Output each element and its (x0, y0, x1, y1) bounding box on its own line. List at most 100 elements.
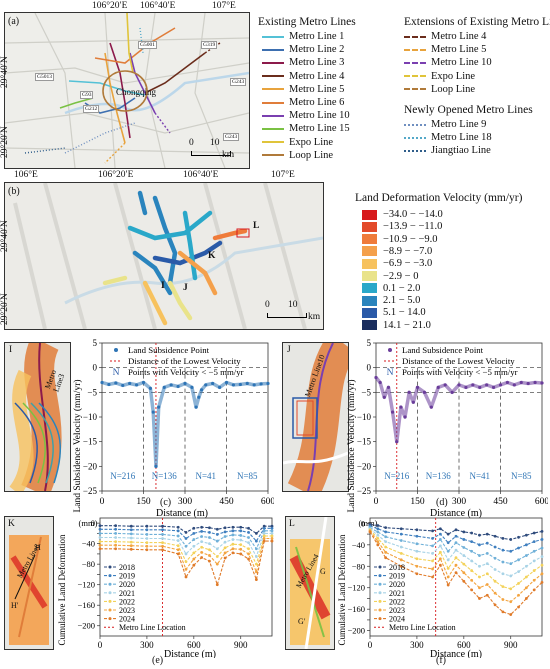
series-point (254, 578, 258, 581)
series-point (462, 571, 466, 575)
series-point (98, 547, 102, 551)
series-point (239, 552, 243, 556)
chart-d-xlabel: Distance (m) (430, 508, 482, 519)
legend-item: Metro Line 10 (262, 110, 350, 121)
y-tick-label: −80 (82, 559, 95, 569)
legend-item: Metro Line 3 (262, 57, 344, 68)
map-a-top-tick: 106°20′E (92, 1, 128, 11)
series-point (215, 555, 219, 558)
series-point (247, 536, 250, 539)
series-point (239, 529, 243, 533)
x-tick-label: 0 (374, 497, 379, 507)
series-point (446, 567, 450, 570)
series-point (208, 559, 211, 563)
velocity-class: −34.0 − −14.0 (362, 209, 443, 220)
subsidence-point (194, 405, 198, 409)
inset-label-i: I (9, 345, 13, 355)
velocity-class: −2.9 − 0 (362, 271, 418, 282)
velocity-range-label: −10.9 − −9.0 (383, 233, 438, 245)
legend-marker: N (113, 368, 120, 378)
series-point (415, 534, 419, 538)
series-point (501, 536, 505, 540)
legend-label: Expo Line (289, 136, 334, 148)
velocity-range-label: −2.9 − 0 (383, 270, 419, 282)
y-tick-label: −200 (77, 621, 95, 631)
series-point (470, 578, 474, 582)
map-a-top-tick: 107°E (212, 1, 236, 11)
series-point (454, 528, 458, 532)
legend-label: Distance of the Lowest Velocity (128, 356, 241, 366)
legend-label: Metro Line 3 (289, 57, 345, 69)
legend-line-swatch (262, 48, 284, 51)
series-point (231, 542, 235, 546)
subsidence-point (436, 385, 440, 389)
segment-count: N=85 (511, 471, 532, 481)
series-point (478, 564, 481, 568)
series-point (446, 575, 450, 579)
legend-line-swatch (404, 123, 426, 126)
series-point (114, 540, 118, 543)
subsidence-point (422, 390, 427, 394)
series-point (247, 526, 250, 530)
legend-label: Metro Line 1 (289, 31, 345, 42)
chart-f-unit: (mm) (359, 518, 378, 528)
legend-dot (108, 565, 112, 569)
legend-label: Loop Line (431, 83, 476, 95)
series-point (208, 542, 211, 546)
road-shield: G243 (230, 78, 247, 86)
series-point (223, 535, 227, 538)
x-tick-label: 300 (410, 640, 424, 650)
subsidence-point (128, 381, 132, 386)
series-point (376, 536, 380, 540)
series-point (184, 575, 188, 579)
series-point (184, 552, 188, 556)
series-point (454, 534, 458, 538)
series-point (493, 534, 497, 538)
legend-dot (378, 565, 382, 569)
series-point (438, 532, 442, 536)
map-a-left-tick: 29°20′N (0, 126, 10, 158)
series-point (501, 585, 505, 589)
legend-label: Metro Line 5 (289, 83, 345, 95)
subsidence-point (259, 382, 263, 386)
velocity-class: 0.1 − 2.0 (362, 283, 420, 294)
chart-c: Land Subsidence Velocity (mm/yr) Distanc… (72, 338, 274, 519)
series-point (524, 564, 528, 568)
series-point (192, 526, 196, 530)
legend-new-title: Newly Opened Metro Lines (404, 104, 533, 116)
y-tick-label: −40 (82, 539, 95, 549)
series-point (254, 547, 258, 551)
subsidence-point (478, 385, 482, 389)
series-point (399, 545, 403, 549)
series-point (239, 538, 243, 542)
subsidence-point (190, 385, 194, 389)
series-point (98, 527, 102, 531)
chart-d: Land Subsidence Velocity (mm/yr) Distanc… (346, 338, 548, 519)
series-point (462, 538, 466, 541)
series-point (231, 525, 235, 529)
profile-start: G (320, 567, 326, 576)
series-point (161, 544, 164, 548)
series-point (454, 541, 458, 545)
series-line-2018 (100, 525, 272, 535)
legend-item: Metro Line 9 (404, 119, 486, 130)
legend-year: 2022 (119, 597, 135, 606)
series-point (540, 530, 544, 533)
legend-year: 2020 (389, 580, 405, 589)
x-tick-label: 150 (410, 497, 425, 507)
legend-label: Metro Line 6 (289, 97, 345, 108)
series-point (454, 548, 458, 552)
series-point (540, 555, 544, 559)
series-point (129, 540, 133, 544)
color-swatch (362, 209, 377, 220)
series-point (470, 559, 474, 563)
series-point (540, 546, 544, 550)
subsidence-point (415, 385, 420, 389)
map-panel-b[interactable]: (b) L K I J 0 10 km (4, 182, 324, 330)
legend-item: Expo Line (404, 71, 475, 82)
subsidence-point (169, 383, 173, 387)
scale-bar (267, 313, 307, 318)
subsidence-point (464, 385, 468, 389)
series-point (501, 598, 505, 601)
map-panel-a[interactable]: (a) Chongqing G5001 G319 G5013 G93 G212 … (4, 12, 250, 169)
